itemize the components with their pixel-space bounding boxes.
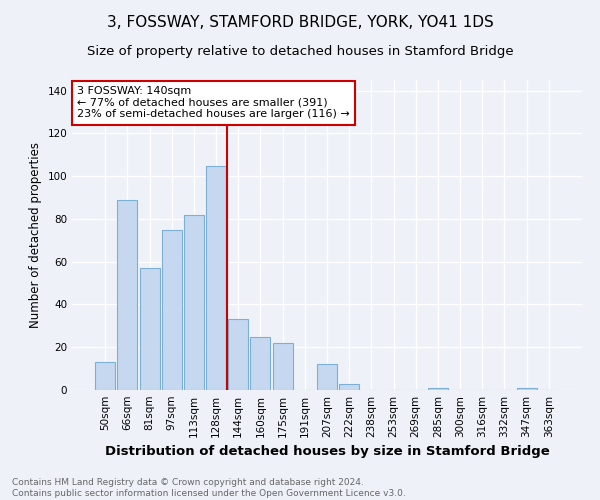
Bar [317,364,337,390]
Bar [206,166,226,390]
Y-axis label: Number of detached properties: Number of detached properties [29,142,42,328]
Bar [428,388,448,390]
Bar [228,320,248,390]
X-axis label: Distribution of detached houses by size in Stamford Bridge: Distribution of detached houses by size … [104,446,550,458]
Bar [95,362,115,390]
Bar [272,343,293,390]
Text: Contains HM Land Registry data © Crown copyright and database right 2024.
Contai: Contains HM Land Registry data © Crown c… [12,478,406,498]
Text: 3 FOSSWAY: 140sqm
← 77% of detached houses are smaller (391)
23% of semi-detache: 3 FOSSWAY: 140sqm ← 77% of detached hous… [77,86,350,120]
Text: 3, FOSSWAY, STAMFORD BRIDGE, YORK, YO41 1DS: 3, FOSSWAY, STAMFORD BRIDGE, YORK, YO41 … [107,15,493,30]
Bar [118,200,137,390]
Bar [517,388,536,390]
Text: Size of property relative to detached houses in Stamford Bridge: Size of property relative to detached ho… [86,45,514,58]
Bar [184,214,204,390]
Bar [250,336,271,390]
Bar [162,230,182,390]
Bar [140,268,160,390]
Bar [339,384,359,390]
